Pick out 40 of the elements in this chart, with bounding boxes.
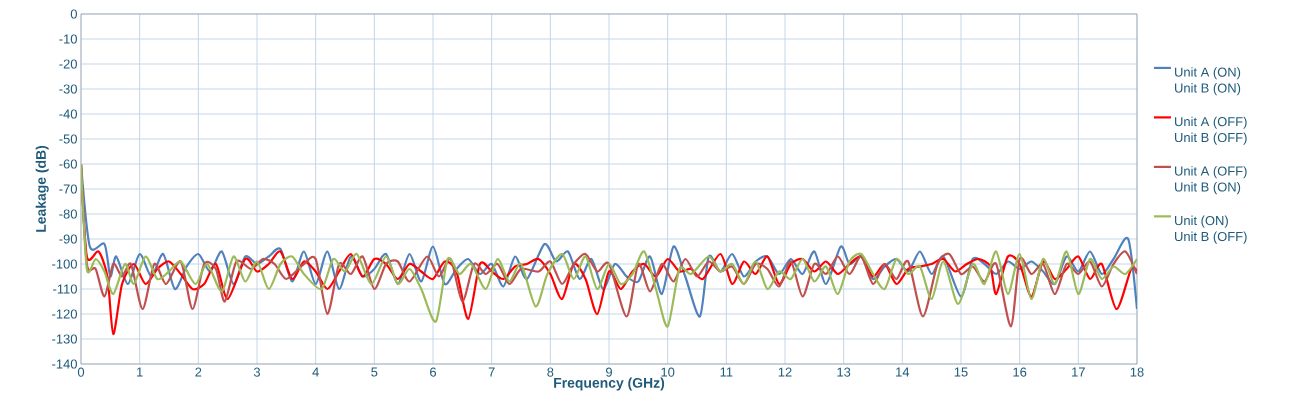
x-tick-label: 13: [837, 367, 851, 377]
x-tick-label: 1: [137, 367, 143, 377]
y-tick-label: -60: [59, 159, 77, 169]
y-tick-label: -100: [52, 259, 77, 269]
x-tick-label: 16: [1013, 367, 1027, 377]
x-tick-label: 7: [488, 367, 495, 377]
y-tick-label: -110: [53, 284, 77, 294]
x-tick-label: 2: [195, 367, 202, 377]
x-tick-label: 11: [720, 367, 733, 377]
x-tick-label: 17: [1072, 367, 1085, 377]
y-tick-label: -70: [59, 184, 77, 194]
y-tick-label: -130: [52, 334, 77, 344]
y-tick-label: -50: [59, 134, 77, 144]
x-axis-title: Frequency (GHz): [554, 377, 665, 391]
x-tick-label: 4: [312, 367, 319, 377]
legend-label: Unit A (ON) Unit B (ON): [1175, 67, 1241, 96]
x-tick-label: 8: [547, 367, 554, 377]
x-tick-label: 3: [253, 367, 261, 377]
y-tick-label: -40: [59, 109, 77, 119]
y-tick-label: -20: [59, 59, 77, 69]
y-tick-label: -80: [59, 209, 77, 219]
x-tick-label: 0: [77, 367, 85, 377]
legend-label: Unit A (OFF) Unit B (ON): [1175, 166, 1247, 195]
y-tick-label: -120: [52, 309, 77, 319]
y-tick-label: -10: [59, 34, 77, 44]
y-axis-title: Leakage (dB): [35, 145, 49, 232]
x-tick-label: 18: [1130, 367, 1144, 377]
x-tick-label: 10: [661, 367, 675, 377]
x-tick-label: 15: [954, 367, 968, 377]
x-tick-label: 14: [896, 367, 910, 377]
y-tick-label: -140: [52, 359, 77, 369]
x-tick-label: 9: [606, 367, 612, 377]
x-tick-label: 5: [371, 367, 378, 377]
y-tick-label: 0: [70, 9, 77, 19]
legend-label: Unit (ON) Unit B (OFF): [1175, 215, 1247, 244]
y-tick-label: -30: [59, 84, 77, 94]
x-tick-label: 6: [430, 367, 437, 377]
y-tick-label: -90: [59, 234, 77, 244]
legend-label: Unit A (OFF) Unit B (OFF): [1175, 116, 1247, 145]
x-tick-label: 12: [778, 367, 792, 377]
